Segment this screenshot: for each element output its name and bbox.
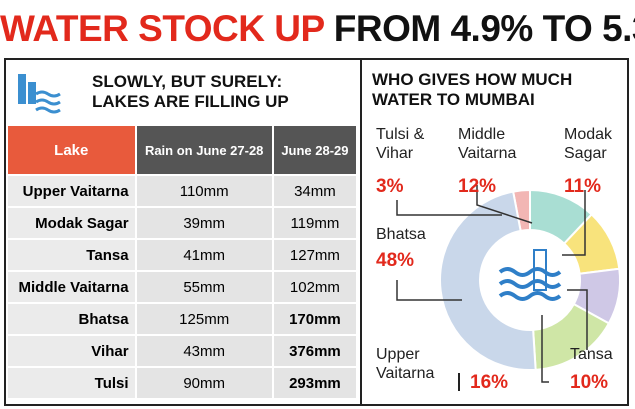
table-cell: Modak Sagar xyxy=(6,206,137,240)
left-heading: SLOWLY, BUT SURELY: LAKES ARE FILLING UP xyxy=(92,72,289,112)
table-row: Tansa 41mm 127mm xyxy=(6,238,359,272)
header-cell: Rain on June 27-28 xyxy=(134,124,274,176)
donut-hole xyxy=(482,232,578,328)
lake-icon xyxy=(18,74,61,114)
separator xyxy=(458,373,460,391)
table-cell: 90mm xyxy=(134,366,274,400)
slice-label: Tulsi & Vihar xyxy=(376,126,425,162)
table-cell: 55mm xyxy=(134,270,274,304)
table-cell: 41mm xyxy=(134,238,274,272)
table-row: Upper Vaitarna 110mm 34mm xyxy=(6,174,359,208)
table-cell: 119mm xyxy=(271,206,359,240)
slice-label: Upper Vaitarna xyxy=(376,346,435,382)
donut-slice xyxy=(439,190,537,371)
slice-value-label: 16% xyxy=(470,372,509,393)
table-cell: 125mm xyxy=(134,302,274,336)
table-cell: 39mm xyxy=(134,206,274,240)
slice-label: Modak Sagar xyxy=(564,126,613,162)
slice-label: Tansa xyxy=(570,346,613,363)
table-cell: Bhatsa xyxy=(6,302,137,336)
wave xyxy=(498,279,562,289)
title-part: WATER STOCK UP xyxy=(0,8,324,49)
slice-value-label: 10% xyxy=(570,372,609,393)
leader-lines xyxy=(396,185,588,383)
table-row: Modak Sagar 39mm 119mm xyxy=(6,206,359,240)
table-cell: 376mm xyxy=(271,334,359,368)
table-cell: Tulsi xyxy=(6,366,137,400)
table-cell: Tansa xyxy=(6,238,137,272)
table-cell: 170mm xyxy=(271,302,359,336)
header-row: Lake Rain on June 27-28 June 28-29 xyxy=(6,124,359,176)
table-cell: 127mm xyxy=(271,238,359,272)
table-cell: Upper Vaitarna xyxy=(6,174,137,208)
slice-value-label: 12% xyxy=(458,176,497,197)
divider xyxy=(360,58,362,406)
table-cell: 110mm xyxy=(134,174,274,208)
heading-line: SLOWLY, BUT SURELY: xyxy=(92,72,283,91)
table-row: Middle Vaitarna 55mm 102mm xyxy=(6,270,359,304)
table-cell: Vihar xyxy=(6,334,137,368)
slice-value-label: 48% xyxy=(376,250,415,271)
chart-title: WHO GIVES HOW MUCH WATER TO MUMBAI xyxy=(372,70,573,109)
table-row: Bhatsa 125mm 170mm xyxy=(6,302,359,336)
table-cell: 293mm xyxy=(271,366,359,400)
wave xyxy=(498,267,562,277)
table-cell: 43mm xyxy=(134,334,274,368)
slice-label: Middle Vaitarna xyxy=(458,126,517,162)
donut-chart xyxy=(396,185,621,383)
slice-value-label: 11% xyxy=(564,176,601,197)
title-part: FROM 4.9% TO 5.3% xyxy=(333,8,635,49)
header-cell: June 28-29 xyxy=(271,124,359,176)
table-cell: 102mm xyxy=(271,270,359,304)
water-icon xyxy=(498,249,562,301)
slice-label: Bhatsa xyxy=(376,226,426,243)
frame xyxy=(4,58,629,406)
header-cell: Lake xyxy=(6,124,137,176)
heading-line: LAKES ARE FILLING UP xyxy=(92,92,289,111)
wave xyxy=(498,291,562,301)
table-cell: 34mm xyxy=(271,174,359,208)
rain-table: Lake Rain on June 27-28 June 28-29 Upper Va… xyxy=(6,124,359,400)
table-row: Tulsi 90mm 293mm xyxy=(6,366,359,400)
title: WATER STOCK UP FROM 4.9% TO 5.3% xyxy=(0,0,635,58)
slice-value-label: 3% xyxy=(376,176,404,197)
table-row: Vihar 43mm 376mm xyxy=(6,334,359,368)
table-cell: Middle Vaitarna xyxy=(6,270,137,304)
